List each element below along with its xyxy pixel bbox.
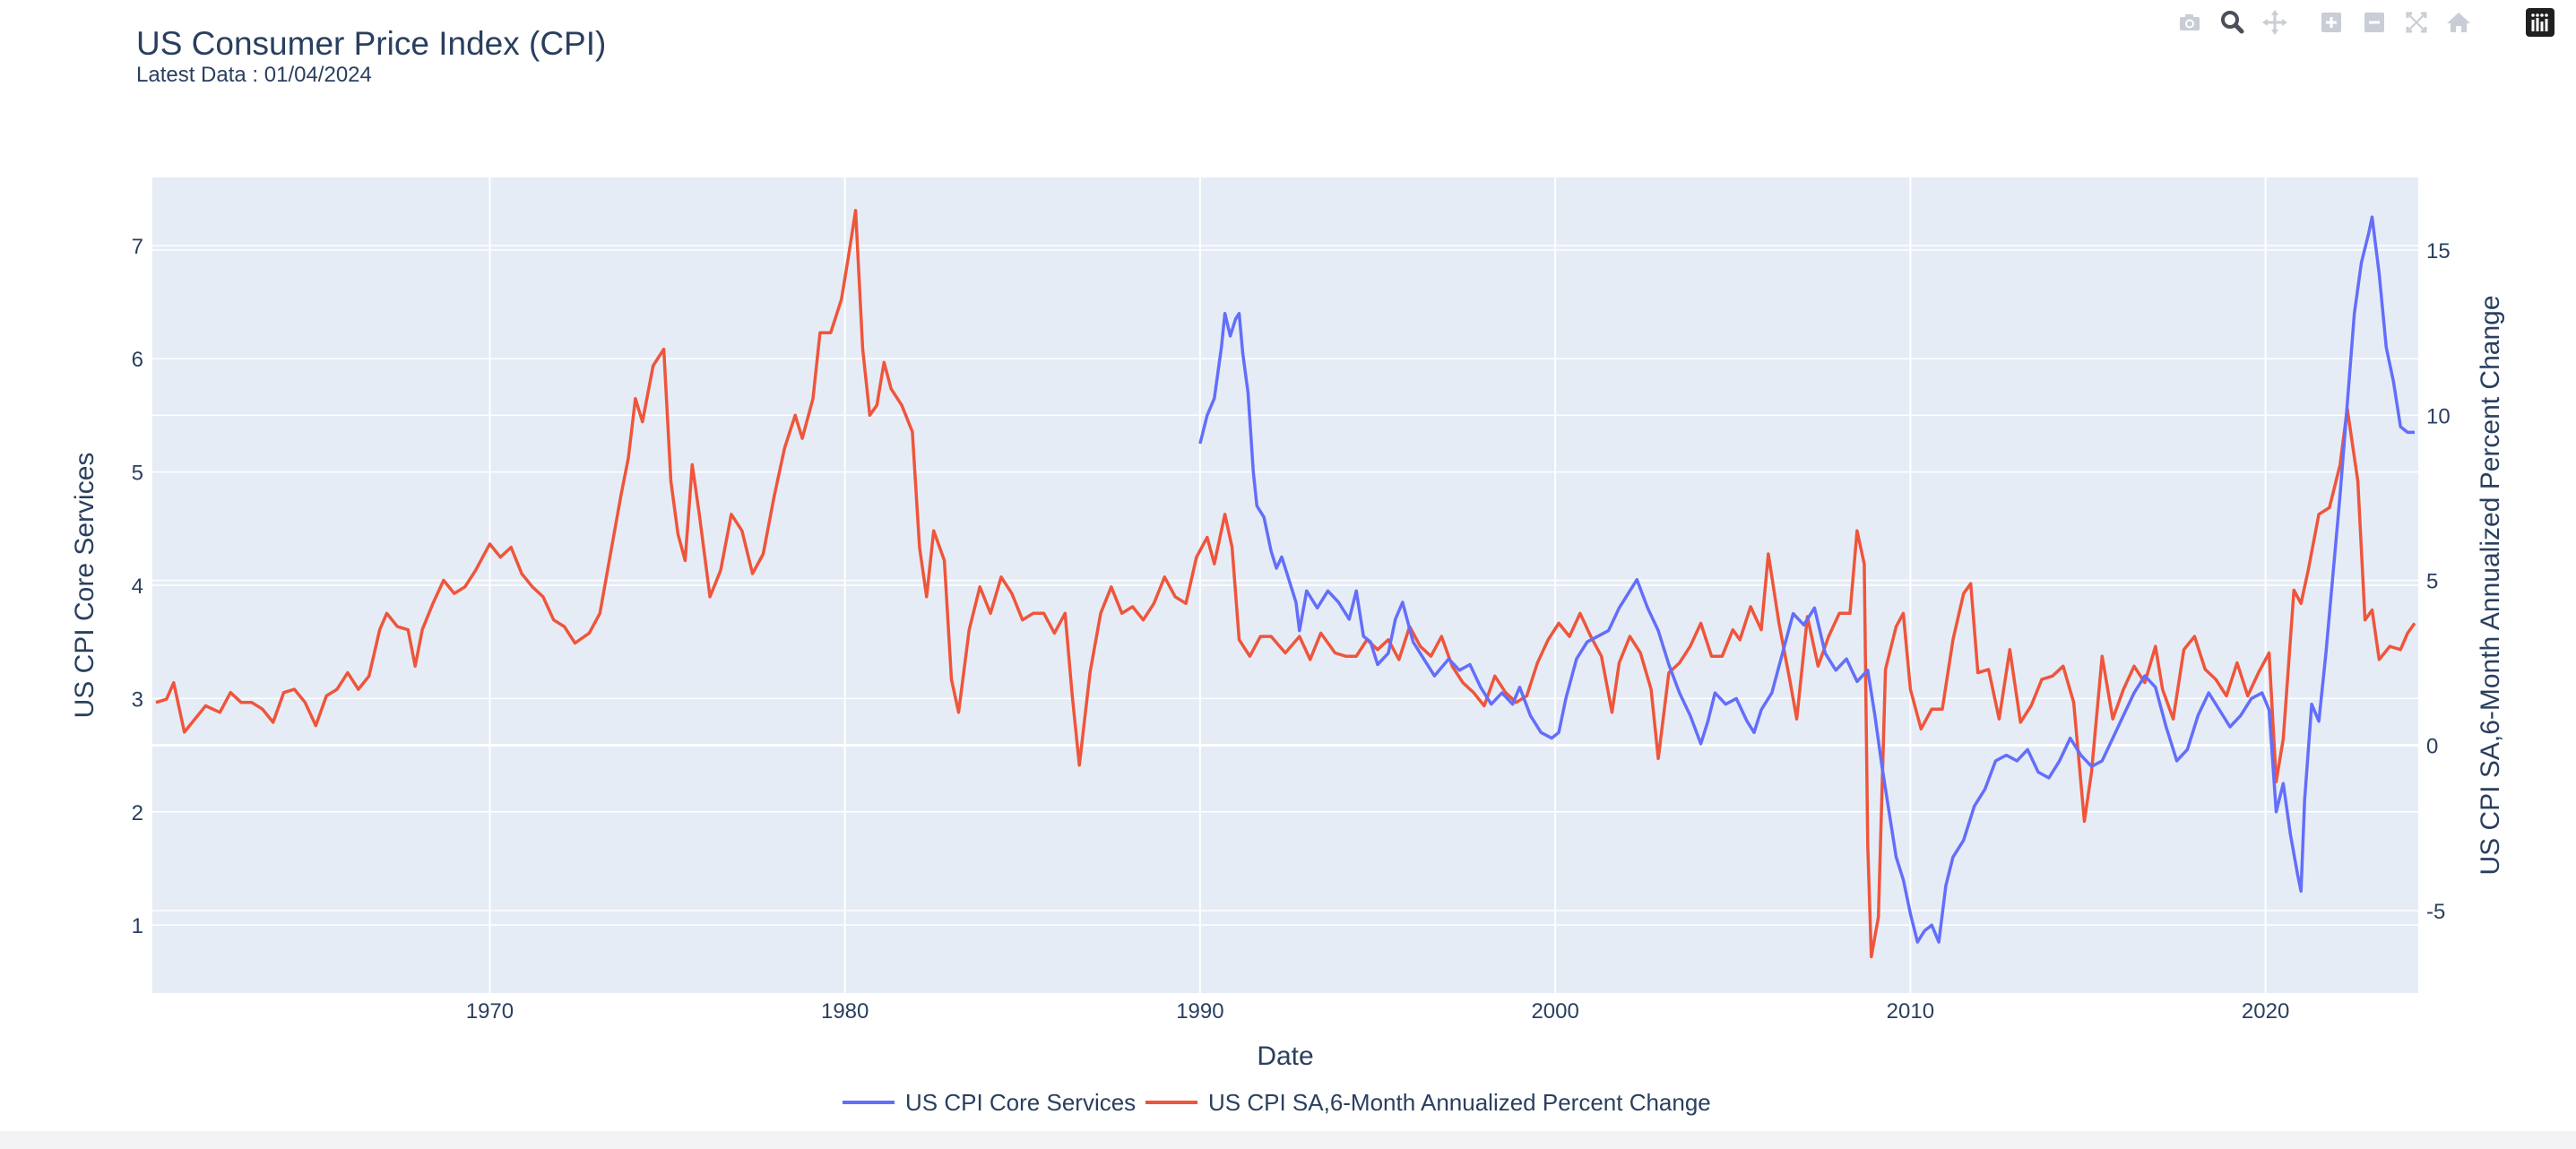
home-icon[interactable] (2442, 7, 2475, 38)
chart-subtitle: Latest Data : 01/04/2024 (136, 63, 372, 87)
autoscale-icon[interactable] (2400, 7, 2433, 38)
pan-icon[interactable] (2259, 7, 2291, 38)
y2-axis-title: US CPI SA,6-Month Annualized Percent Cha… (2476, 295, 2505, 875)
x-tick-label: 2010 (1887, 999, 1934, 1024)
y2-tick-label: 10 (2426, 404, 2451, 428)
y2-tick-label: 5 (2426, 569, 2438, 593)
y-tick-label: 1 (132, 914, 143, 938)
x-axis-title: Date (1257, 1041, 1313, 1071)
chart-title: US Consumer Price Index (CPI) (136, 25, 607, 62)
modebar-toolbar (2169, 7, 2572, 38)
y2-axis-ticks: -5 0 5 10 15 (2426, 239, 2451, 924)
x-tick-label: 1970 (466, 999, 514, 1024)
x-tick-label: 2020 (2242, 999, 2289, 1024)
legend-item[interactable]: US CPI Core Services (843, 1089, 1136, 1116)
zoom-in-icon[interactable] (2315, 7, 2347, 38)
y-tick-label: 3 (132, 687, 143, 712)
y-tick-label: 6 (132, 348, 143, 372)
y2-tick-label: -5 (2426, 900, 2445, 924)
y2-tick-label: 15 (2426, 239, 2451, 263)
zoom-out-icon[interactable] (2358, 7, 2390, 38)
zoom-icon[interactable] (2217, 7, 2249, 38)
plotly-logo-icon[interactable] (2523, 7, 2555, 38)
x-axis-ticks: 1970 1980 1990 2000 2010 2020 (466, 999, 2290, 1024)
x-tick-label: 1990 (1176, 999, 1223, 1024)
x-tick-label: 1980 (821, 999, 869, 1024)
grid-lines (152, 177, 2418, 993)
y-tick-label: 7 (132, 235, 143, 259)
x-tick-label: 2000 (1531, 999, 1578, 1024)
series-layer (155, 209, 2416, 959)
y2-tick-label: 0 (2426, 735, 2438, 759)
cpi-core-services-line[interactable] (1198, 215, 2415, 944)
cpi-6month-change-line[interactable] (155, 209, 2416, 959)
legend: US CPI Core Services US CPI SA,6-Month An… (843, 1089, 1711, 1116)
camera-icon[interactable] (2174, 7, 2206, 38)
legend-label: US CPI SA,6-Month Annualized Percent Cha… (1208, 1089, 1711, 1116)
legend-item[interactable]: US CPI SA,6-Month Annualized Percent Cha… (1145, 1089, 1711, 1116)
y-axis-ticks: 1 2 3 4 5 6 7 (132, 235, 143, 938)
bottom-scrollbar-band (0, 1131, 2576, 1149)
y-tick-label: 4 (132, 574, 143, 599)
y-tick-label: 2 (132, 801, 143, 825)
legend-label: US CPI Core Services (905, 1089, 1136, 1116)
y-axis-title: US CPI Core Services (70, 453, 99, 719)
y-tick-label: 5 (132, 462, 143, 486)
